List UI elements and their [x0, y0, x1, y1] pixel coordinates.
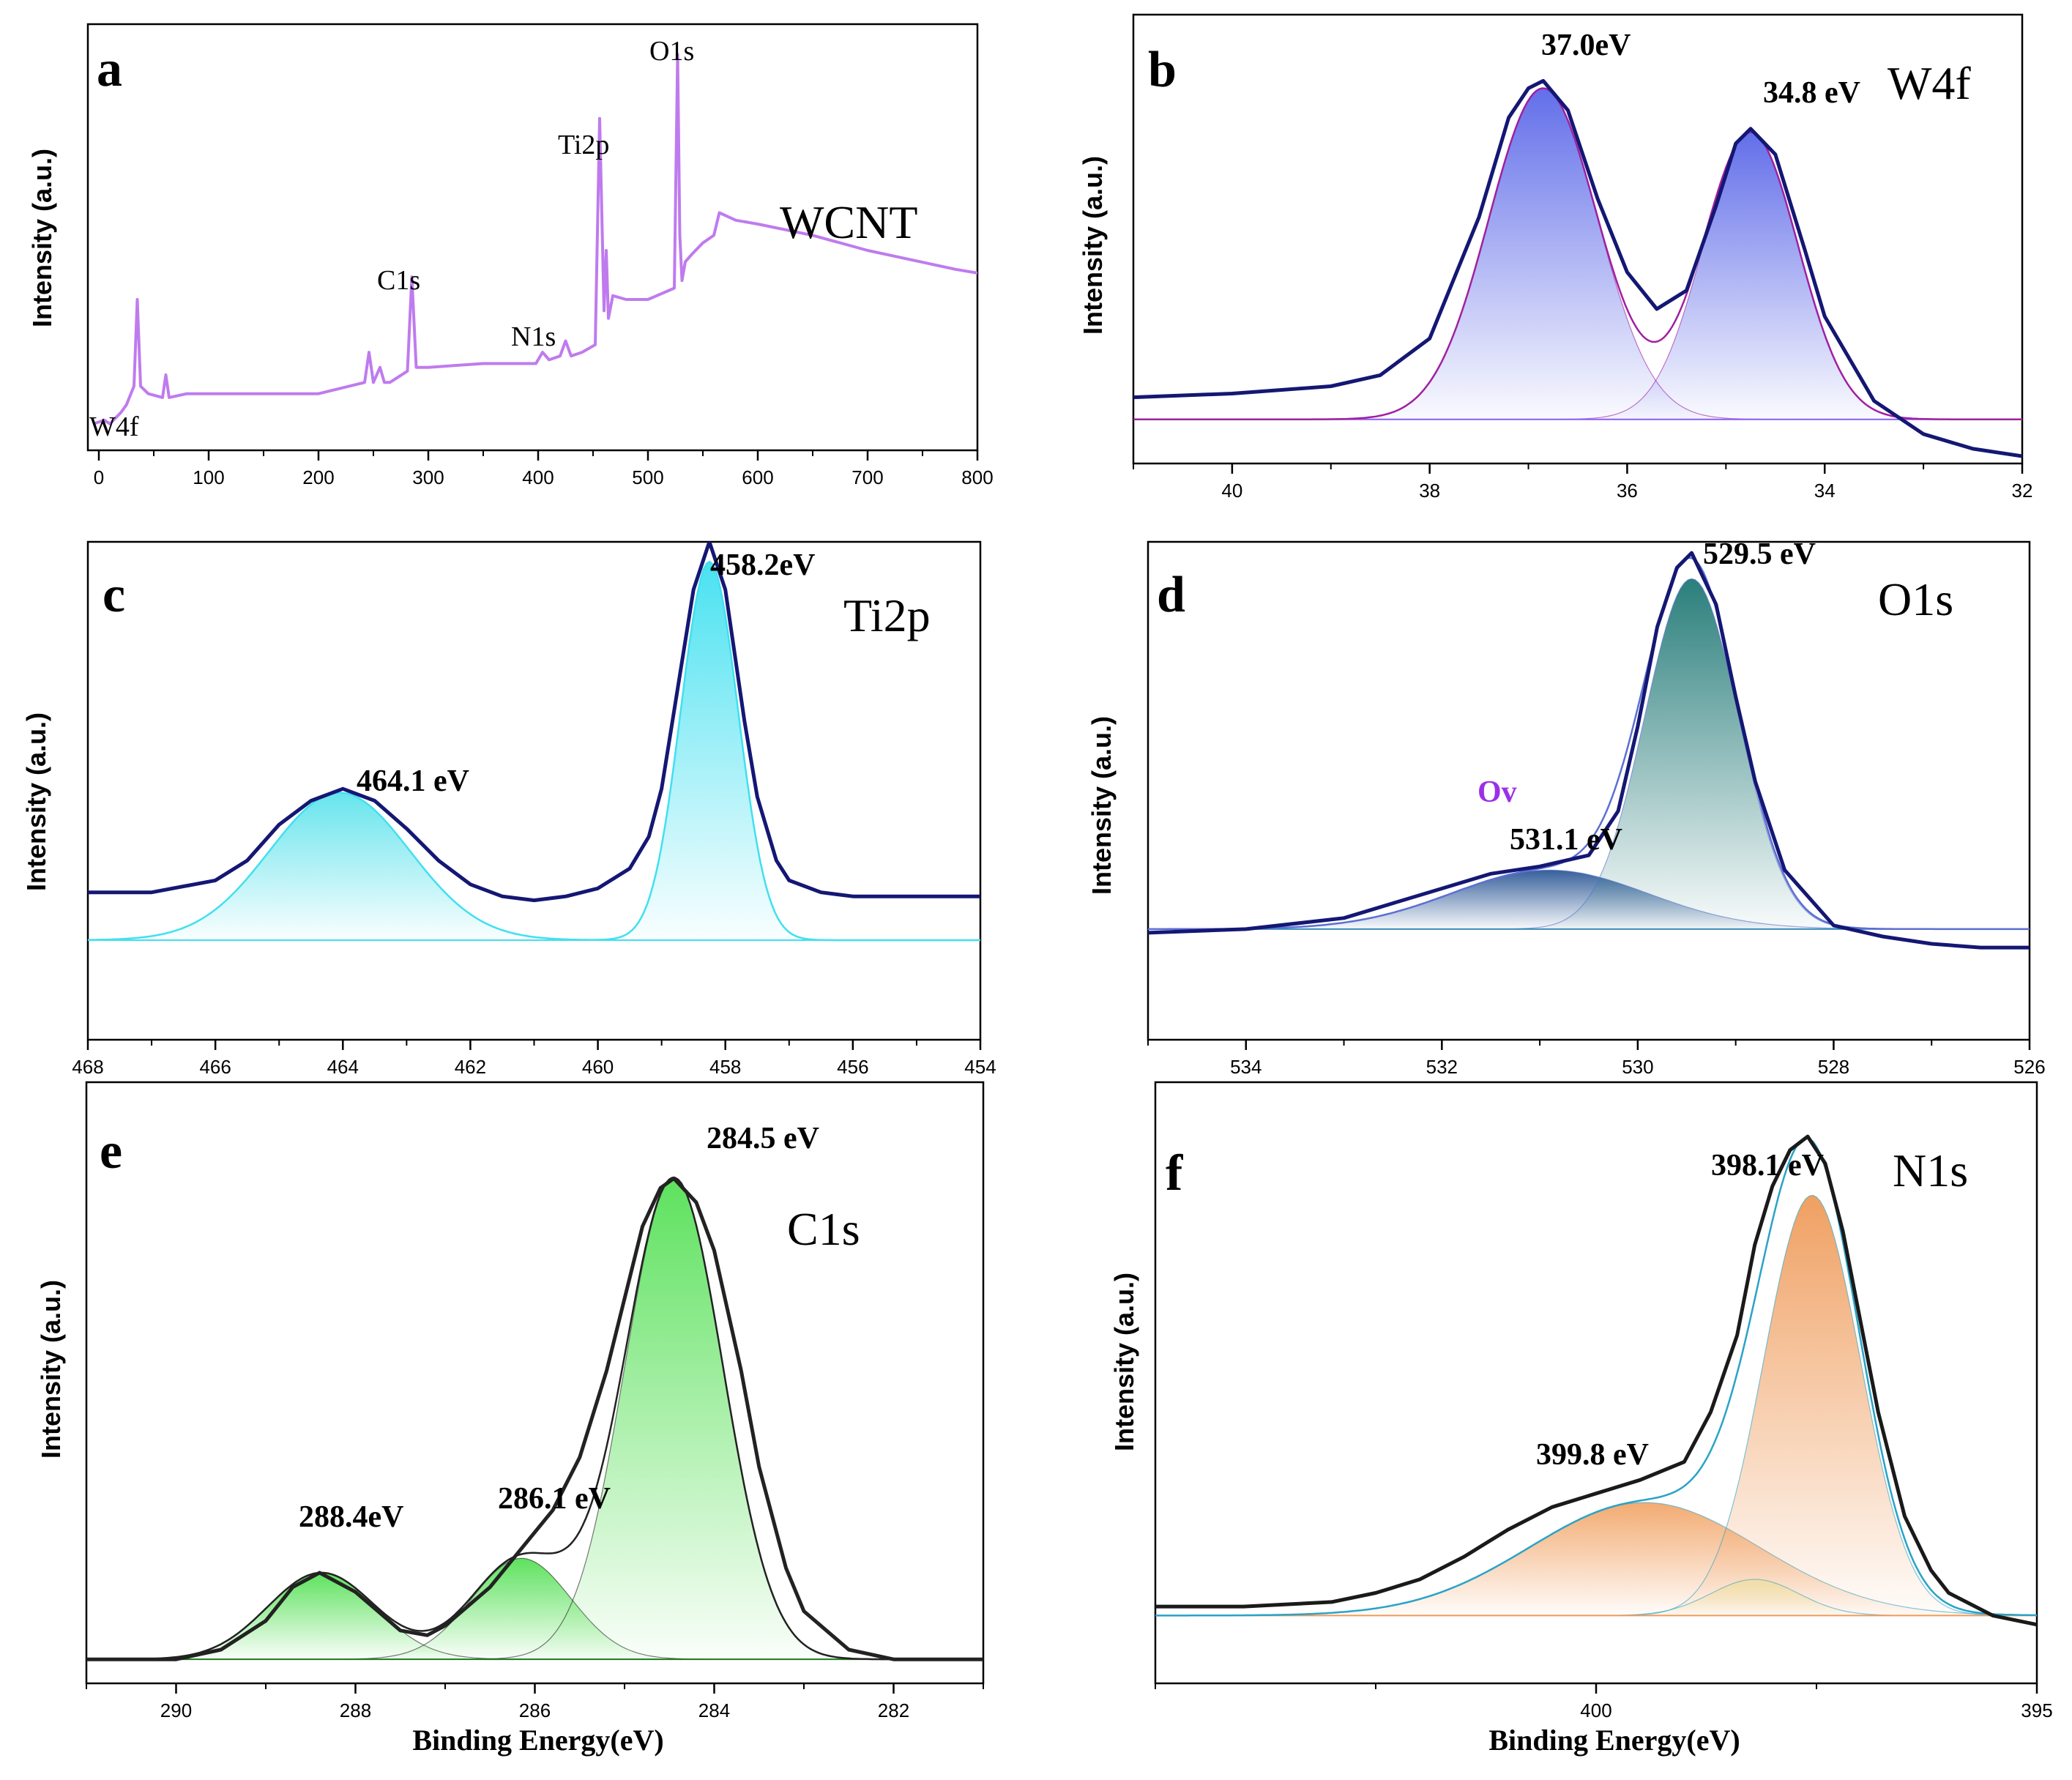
x-tick-label: 400 [1580, 1699, 1611, 1721]
panel-c: 468 466 464 462 460 458 456 454 c Ti2p Intensity (… [21, 540, 996, 1078]
peak-label: 398.1 eV [1711, 1149, 1824, 1183]
peak-annotation: Ti2p [558, 130, 609, 160]
panel-a: 0 100 200 300 400 500 600 700 800 a WCNT Intensity … [27, 23, 994, 488]
peak-annotation: O1s [649, 36, 694, 67]
panel-b: 40 38 36 34 32 b W4f Intensity (a.u.) 37.0eV 34.8… [1078, 13, 2033, 502]
spectrum-title: N1s [1893, 1144, 1968, 1196]
x-tick-label: 284 [698, 1699, 730, 1721]
fit-envelope [1133, 87, 2022, 420]
peak-label: 37.0eV [1541, 29, 1631, 62]
spectrum-title: W4f [1887, 57, 1971, 109]
y-axis-title: Intensity (a.u.) [1087, 716, 1117, 895]
x-tick-label: 32 [2012, 480, 2033, 502]
y-axis-title: Intensity (a.u.) [21, 712, 51, 891]
panel-letter: b [1148, 42, 1177, 98]
oxygen-vacancy-label: Ov [1477, 775, 1517, 809]
x-tick-label: 40 [1221, 480, 1242, 502]
y-axis-title: Intensity (a.u.) [1078, 156, 1108, 335]
peak-annotation: N1s [511, 321, 556, 352]
x-tick-label: 286 [519, 1699, 551, 1721]
spectrum-title: C1s [787, 1203, 860, 1255]
x-tick-label: 500 [632, 466, 663, 488]
x-tick-label: 532 [1426, 1056, 1458, 1078]
x-tick-label: 200 [302, 466, 334, 488]
data-line [92, 53, 977, 425]
x-tick-label: 400 [522, 466, 554, 488]
spectrum-title: Ti2p [843, 589, 931, 641]
data-line [86, 1176, 983, 1661]
panel-letter: e [100, 1123, 122, 1180]
peak-label: 458.2eV [710, 548, 815, 582]
x-tick-label: 534 [1230, 1056, 1262, 1078]
spectrum-title: O1s [1878, 573, 1953, 625]
plot-area [86, 1176, 983, 1661]
fit-envelope [1155, 1137, 2037, 1617]
x-tick-label: 282 [878, 1699, 909, 1721]
x-tick-label: 700 [851, 466, 883, 488]
spectrum-title: WCNT [780, 196, 917, 248]
data-line [1155, 1134, 2037, 1627]
x-tick-label: 38 [1419, 480, 1440, 502]
panel-letter: a [97, 41, 122, 97]
data-line [1148, 551, 2030, 950]
fit-envelope [1148, 556, 2030, 931]
x-axis-title: Binding Energy(eV) [412, 1724, 663, 1757]
peak-label: 531.1 eV [1510, 823, 1622, 857]
x-tick-label: 456 [837, 1056, 868, 1078]
peak-label: 286.1 eV [498, 1482, 611, 1516]
plot-area [1148, 551, 2030, 950]
x-tick-label: 300 [412, 466, 444, 488]
x-axis-title: Binding Energy(eV) [1488, 1724, 1740, 1757]
x-tick-label: 464 [327, 1056, 359, 1078]
plot-frame [1147, 540, 2031, 1041]
x-tick-label: 528 [1818, 1056, 1849, 1078]
fit-envelope [88, 560, 980, 942]
x-tick-label: 100 [193, 466, 224, 488]
panel-letter: d [1157, 567, 1185, 623]
peak-label: 284.5 eV [707, 1122, 819, 1155]
panel-e: 290 288 286 284 282 e C1s Intensity (a.u.) Bindi… [36, 1081, 985, 1757]
peak-annotation: C1s [377, 265, 420, 296]
data-line [88, 542, 980, 903]
panel-letter: c [103, 567, 125, 623]
y-axis-title: Intensity (a.u.) [1109, 1273, 1139, 1451]
x-tick-label: 0 [94, 466, 104, 488]
x-tick-label: 530 [1622, 1056, 1653, 1078]
x-tick-label: 290 [160, 1699, 192, 1721]
y-axis-title: Intensity (a.u.) [27, 149, 57, 327]
plot-frame [86, 23, 979, 452]
plot-area [1133, 78, 2022, 458]
x-tick-label: 460 [582, 1056, 614, 1078]
x-tick-label: 395 [2021, 1699, 2052, 1721]
peak-label: 399.8 eV [1536, 1438, 1649, 1472]
fit-envelope [86, 1177, 983, 1661]
x-tick-label: 454 [964, 1056, 996, 1078]
x-tick-label: 466 [199, 1056, 231, 1078]
plot-area [1155, 1134, 2037, 1627]
x-tick-label: 600 [742, 466, 773, 488]
peak-label: 464.1 eV [357, 764, 469, 798]
x-tick-label: 36 [1617, 480, 1638, 502]
plot-area [92, 53, 977, 425]
panel-d: 534 532 530 528 526 d O1s Intensity (a.u.) 531.1… [1087, 537, 2046, 1078]
x-tick-label: 468 [72, 1056, 103, 1078]
peak-component-1 [88, 792, 980, 941]
x-tick-label: 458 [709, 1056, 741, 1078]
x-tick-label: 288 [340, 1699, 371, 1721]
data-line [1133, 78, 2022, 458]
x-tick-label: 34 [1814, 480, 1836, 502]
peak-label: 529.5 eV [1703, 537, 1816, 571]
peak-label: 34.8 eV [1763, 76, 1860, 110]
x-tick-label: 526 [2013, 1056, 2045, 1078]
x-tick-label: 462 [455, 1056, 486, 1078]
panel-letter: f [1166, 1145, 1183, 1202]
plot-frame [1132, 13, 2024, 465]
peak-annotation: W4f [89, 412, 139, 442]
peak-label: 288.4eV [299, 1500, 403, 1534]
y-axis-title: Intensity (a.u.) [36, 1280, 66, 1459]
plot-area [88, 542, 980, 942]
x-tick-label: 800 [961, 466, 993, 488]
panel-f: 400 395 f N1s Intensity (a.u.) Binding Energy… [1109, 1081, 2053, 1757]
